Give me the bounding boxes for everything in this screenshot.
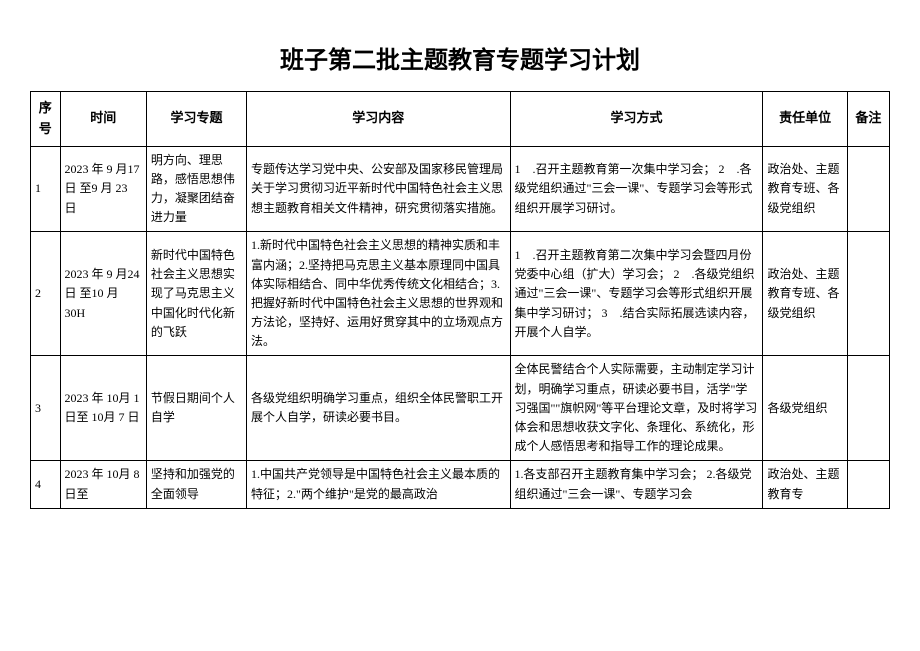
cell-seq: 4 xyxy=(31,461,61,508)
cell-unit: 政治处、主题教育专班、各级党组织 xyxy=(763,146,847,232)
cell-method: 1.各支部召开主题教育集中学习会； 2.各级党组织通过"三会一课"、专题学习会 xyxy=(510,461,763,508)
cell-time: 2023 年 10月 1 日至 10月 7 日 xyxy=(60,356,146,461)
table-header-row: 序号 时间 学习专题 学习内容 学习方式 责任单位 备注 xyxy=(31,92,890,147)
cell-seq: 1 xyxy=(31,146,61,232)
cell-seq: 2 xyxy=(31,232,61,356)
cell-content: 1.中国共产党领导是中国特色社会主义最本质的特征；2."两个维护"是党的最高政治 xyxy=(247,461,510,508)
cell-topic: 节假日期间个人自学 xyxy=(146,356,246,461)
cell-note xyxy=(847,232,889,356)
cell-note xyxy=(847,356,889,461)
table-row: 2 2023 年 9 月24 日 至10 月 30H 新时代中国特色社会主义思想… xyxy=(31,232,890,356)
cell-method: 1 .召开主题教育第二次集中学习会暨四月份党委中心组（扩大）学习会； 2 .各级… xyxy=(510,232,763,356)
cell-time: 2023 年 9 月17 日 至9 月 23 日 xyxy=(60,146,146,232)
cell-content: 1.新时代中国特色社会主义思想的精神实质和丰富内涵；2.坚持把马克思主义基本原理… xyxy=(247,232,510,356)
page-title: 班子第二批主题教育专题学习计划 xyxy=(30,40,890,75)
cell-unit: 政治处、主题教育专 xyxy=(763,461,847,508)
header-topic: 学习专题 xyxy=(146,92,246,147)
cell-topic: 新时代中国特色社会主义思想实现了马克思主义中国化时代化新的飞跃 xyxy=(146,232,246,356)
cell-unit: 政治处、主题教育专班、各级党组织 xyxy=(763,232,847,356)
header-note: 备注 xyxy=(847,92,889,147)
cell-time: 2023 年 9 月24 日 至10 月 30H xyxy=(60,232,146,356)
table-row: 1 2023 年 9 月17 日 至9 月 23 日 明方向、理思路，感悟思想伟… xyxy=(31,146,890,232)
cell-note xyxy=(847,461,889,508)
cell-topic: 明方向、理思路，感悟思想伟力，凝聚团结奋进力量 xyxy=(146,146,246,232)
header-method: 学习方式 xyxy=(510,92,763,147)
cell-note xyxy=(847,146,889,232)
cell-time: 2023 年 10月 8 日至 xyxy=(60,461,146,508)
cell-method: 1 .召开主题教育第一次集中学习会； 2 .各级党组织通过"三会一课"、专题学习… xyxy=(510,146,763,232)
header-seq: 序号 xyxy=(31,92,61,147)
header-time: 时间 xyxy=(60,92,146,147)
header-unit: 责任单位 xyxy=(763,92,847,147)
cell-content: 专题传达学习党中央、公安部及国家移民管理局关于学习贯彻习近平新时代中国特色社会主… xyxy=(247,146,510,232)
cell-unit: 各级党组织 xyxy=(763,356,847,461)
cell-seq: 3 xyxy=(31,356,61,461)
cell-topic: 坚持和加强党的全面领导 xyxy=(146,461,246,508)
study-plan-table: 序号 时间 学习专题 学习内容 学习方式 责任单位 备注 1 2023 年 9 … xyxy=(30,91,890,509)
table-row: 3 2023 年 10月 1 日至 10月 7 日 节假日期间个人自学 各级党组… xyxy=(31,356,890,461)
header-content: 学习内容 xyxy=(247,92,510,147)
table-row: 4 2023 年 10月 8 日至 坚持和加强党的全面领导 1.中国共产党领导是… xyxy=(31,461,890,508)
cell-content: 各级党组织明确学习重点，组织全体民警职工开展个人自学，研读必要书目。 xyxy=(247,356,510,461)
cell-method: 全体民警结合个人实际需要，主动制定学习计划，明确学习重点，研读必要书目，活学"学… xyxy=(510,356,763,461)
